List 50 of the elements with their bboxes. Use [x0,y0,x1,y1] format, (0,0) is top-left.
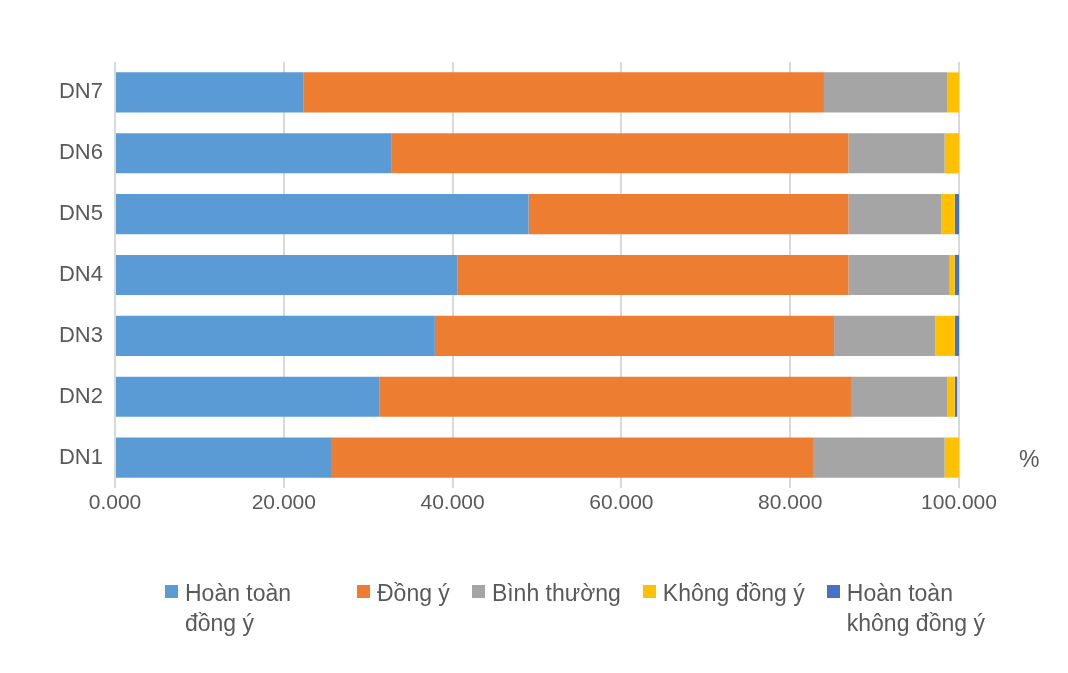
x-axis-title: % [1019,446,1040,473]
x-tick-label: 40.000 [420,490,485,514]
y-tick-label: DN1 [58,443,103,469]
bar [954,194,959,235]
bar [379,376,851,417]
bar [848,254,950,296]
bar [947,72,959,113]
bar [116,194,529,235]
bar [850,376,948,417]
x-tick-label: 60.000 [589,490,654,514]
legend-label: Đồng ý [377,579,450,608]
bar [528,194,849,235]
bar [116,437,332,478]
bar [823,72,948,113]
bar [116,315,435,356]
y-tick-label: DN3 [58,321,103,347]
y-tick-label: DN2 [58,382,103,408]
x-tick-label: 80.000 [758,490,823,514]
bar [944,437,959,478]
legend-label: Bình thường [491,579,621,608]
y-tick-label: DN5 [58,200,103,226]
bar [434,315,835,356]
bar [391,133,849,174]
bar [834,315,936,356]
bar [954,254,959,296]
x-tick-label: 20.000 [251,490,316,514]
bar [116,254,458,296]
bar [848,194,942,235]
bar [944,133,959,174]
x-tick-label: 100.000 [921,490,997,514]
bar [949,254,955,296]
bar [812,437,945,478]
y-tick-label: DN6 [58,139,103,165]
y-tick-label: DN4 [58,261,103,287]
bar [947,376,955,417]
x-tick-label: 0.000 [88,490,142,514]
bar [935,315,955,356]
bar [116,133,392,174]
legend-label: Hoàn toàn đồng ý [185,579,293,638]
bar [303,72,824,113]
bar [116,376,380,417]
y-tick-label: DN7 [58,78,103,104]
bar [848,133,945,174]
bar [941,194,955,235]
bar [116,72,304,113]
legend-label: Không đồng ý [662,579,805,608]
legend-label: Hoàn toàn không đồng ý [846,579,986,638]
bar [457,254,849,296]
bar [331,437,813,478]
bar [954,315,959,356]
